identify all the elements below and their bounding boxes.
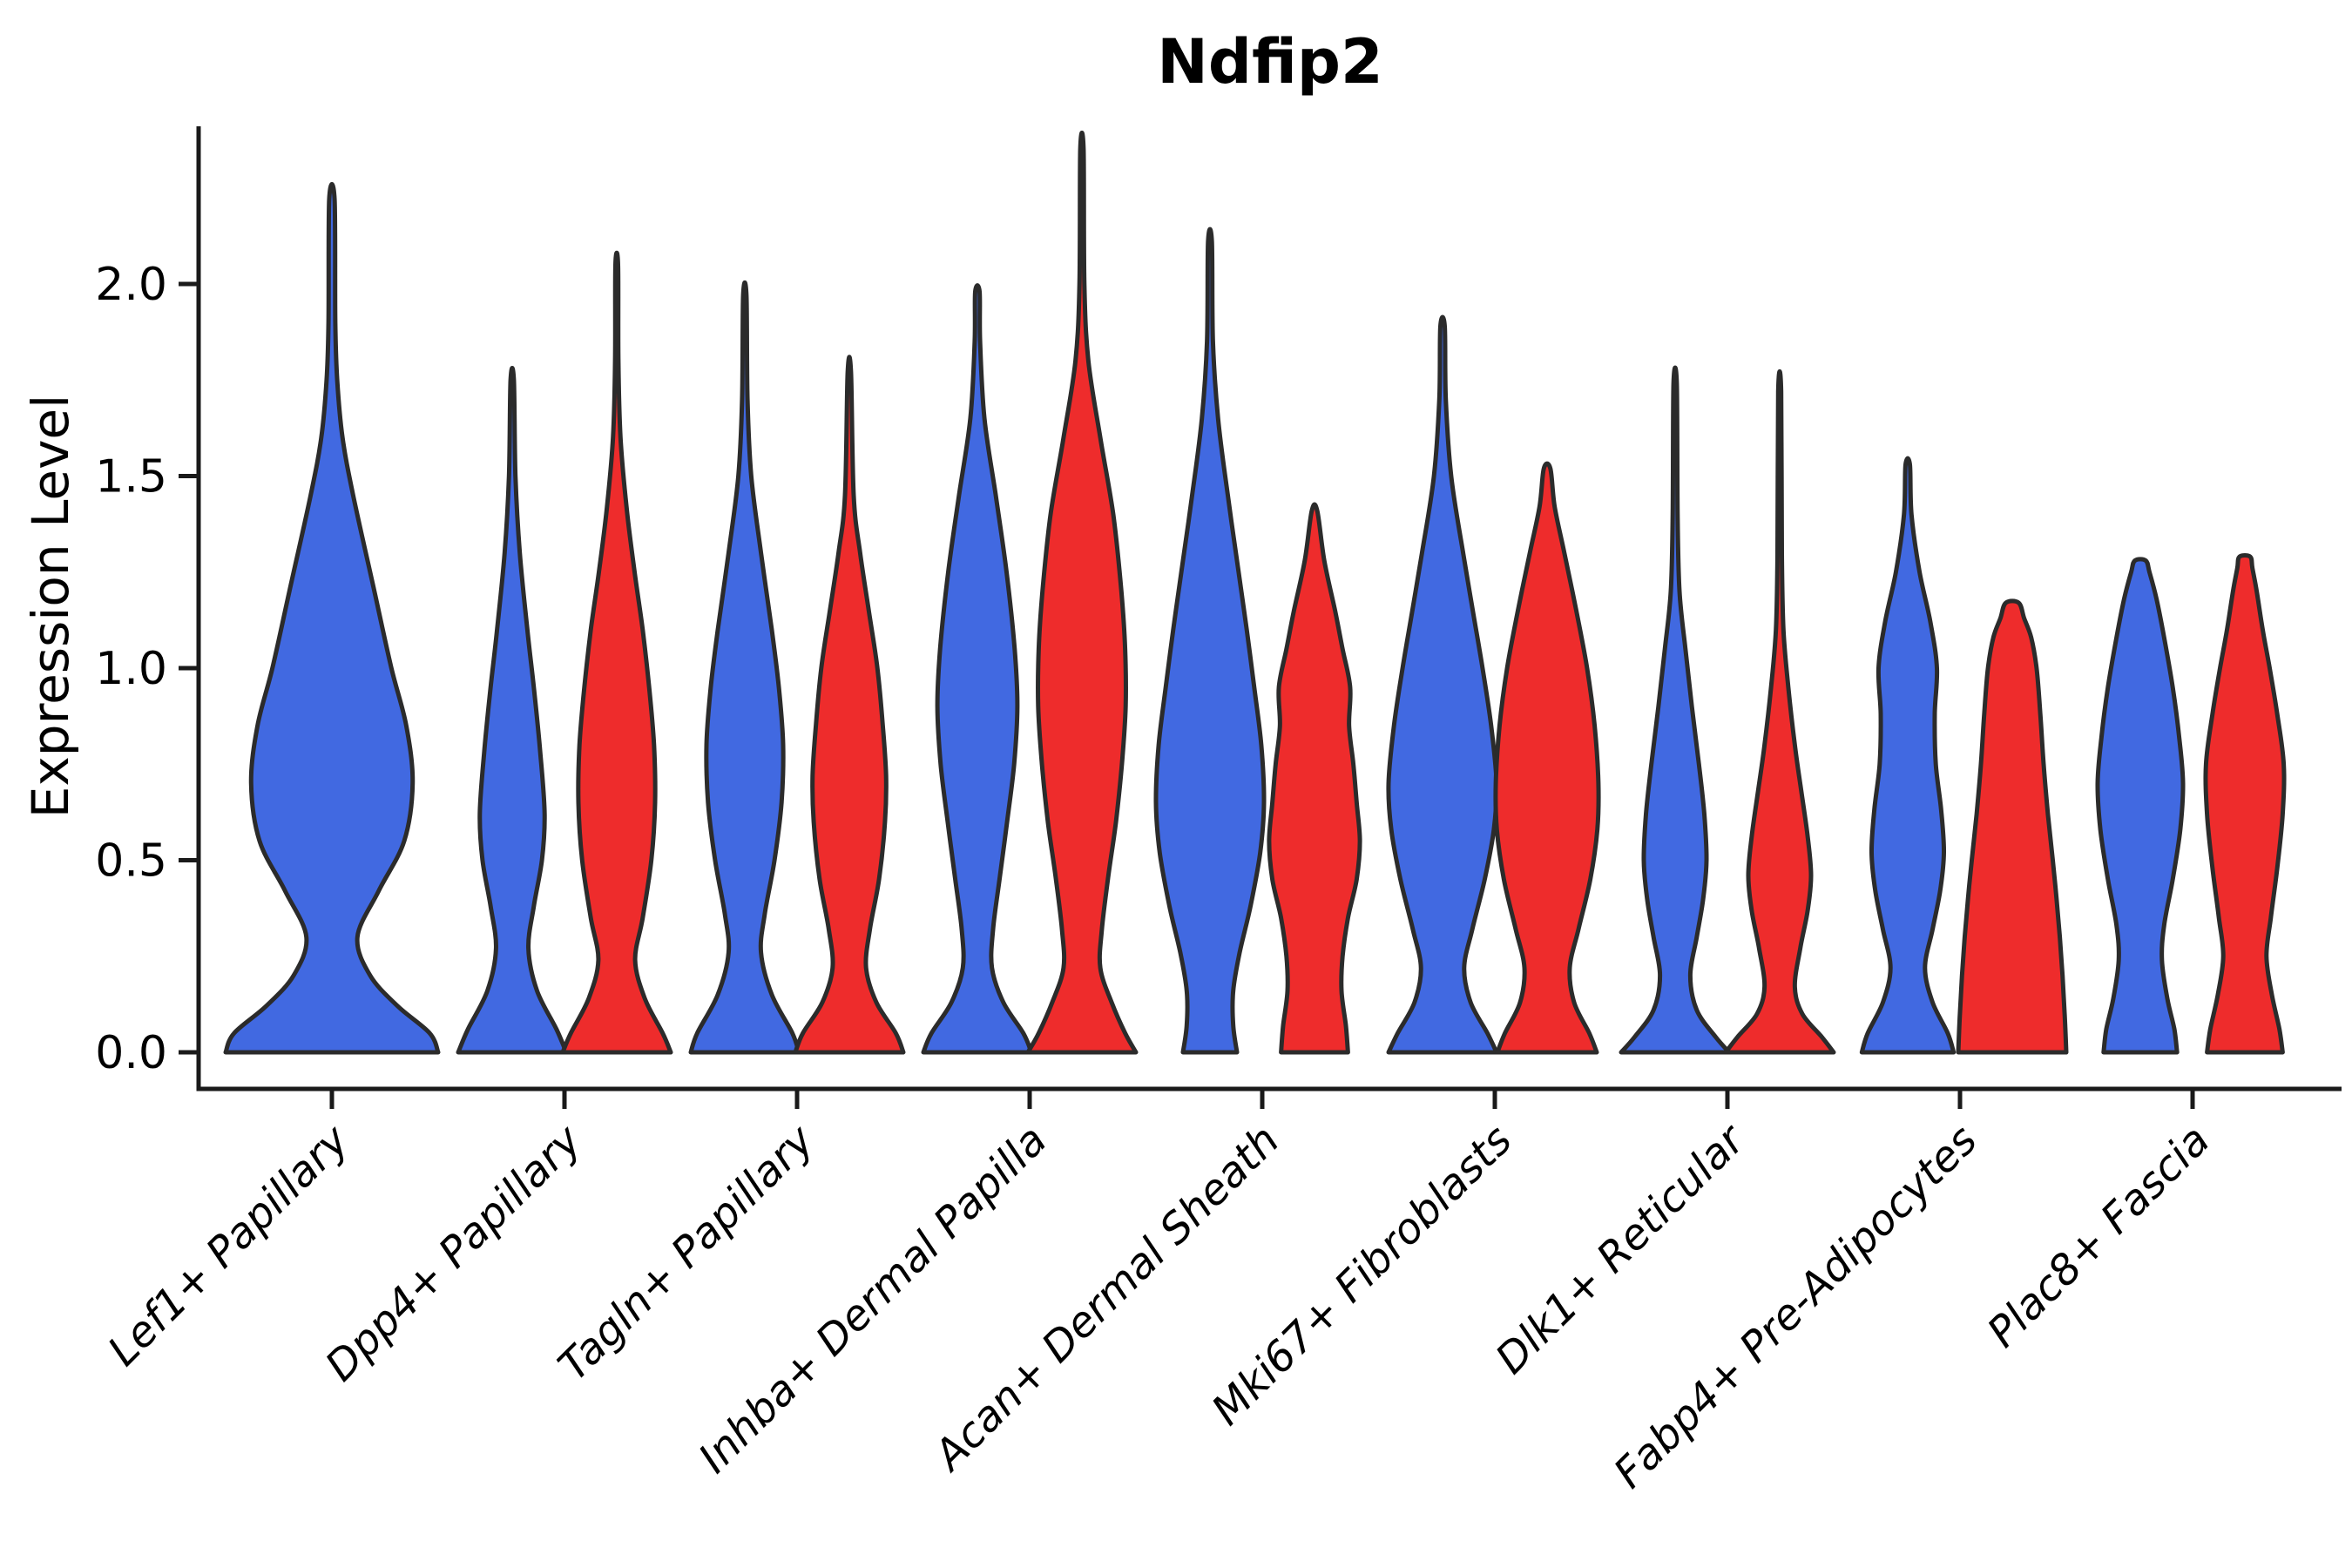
violin-tagln-papillary-red	[793, 355, 906, 1055]
violin-dpp4-papillary-blue	[456, 366, 569, 1055]
y-tick-label: 0.5	[95, 835, 167, 888]
violin-acan-dermal-sheath-red	[1267, 502, 1362, 1055]
violin-inhba-dermal-papilla-blue	[921, 283, 1034, 1055]
chart-title: Ndfip2	[1157, 26, 1383, 98]
x-tick-label-dpp4-papillary: Dpp4+ Papillary	[316, 1115, 591, 1390]
violin-fabp4-pre-adipocytes-blue	[1859, 456, 1957, 1055]
x-tick-label-dlk1-reticular: Dlk1+ Reticular	[1486, 1114, 1756, 1384]
violin-dlk1-reticular-red	[1723, 368, 1836, 1055]
violin-dpp4-papillary-red	[560, 250, 673, 1055]
violin-dlk1-reticular-blue	[1619, 365, 1732, 1055]
violin-plac8-fascia-red	[2203, 552, 2287, 1055]
y-tick-label: 1.0	[95, 643, 167, 695]
violin-mki67-fibroblasts-red	[1493, 461, 1601, 1055]
y-axis-label: Expression Level	[21, 394, 80, 819]
violin-lef1-papillary-blue	[223, 181, 441, 1055]
y-tick-label: 0.0	[95, 1027, 167, 1079]
y-tick-label: 2.0	[95, 259, 167, 311]
violin-plac8-fascia-blue	[2095, 557, 2186, 1055]
violin-mki67-fibroblasts-blue	[1386, 314, 1499, 1055]
violin-acan-dermal-sheath-blue	[1153, 226, 1267, 1055]
violin-fabp4-pre-adipocytes-red	[1956, 598, 2069, 1055]
x-tick-label-plac8-fascia: Plac8+ Fascia	[1978, 1116, 2220, 1357]
violin-tagln-papillary-blue	[688, 280, 801, 1055]
x-tick-label-lef1-papillary: Lef1+ Papillary	[98, 1115, 359, 1375]
x-tick-label-tagln-papillary: Tagln+ Papillary	[549, 1115, 824, 1390]
violin-inhba-dermal-papilla-red	[1025, 130, 1139, 1055]
y-tick-label: 1.5	[95, 451, 167, 504]
